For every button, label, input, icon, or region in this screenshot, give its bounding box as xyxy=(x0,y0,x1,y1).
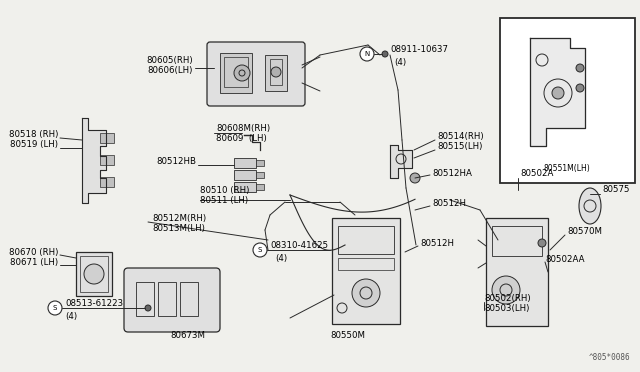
Circle shape xyxy=(544,79,572,107)
Bar xyxy=(332,218,400,324)
Text: 80518 (RH): 80518 (RH) xyxy=(8,131,58,140)
Text: 08310-41625: 08310-41625 xyxy=(270,241,328,250)
Bar xyxy=(158,282,176,316)
Text: 80512HA: 80512HA xyxy=(432,169,472,177)
Circle shape xyxy=(360,47,374,61)
FancyBboxPatch shape xyxy=(124,268,220,332)
Circle shape xyxy=(234,65,250,81)
Bar xyxy=(100,155,114,165)
Polygon shape xyxy=(332,218,400,324)
Circle shape xyxy=(410,173,420,183)
Bar xyxy=(234,182,256,192)
Bar xyxy=(338,258,394,270)
Bar xyxy=(76,252,112,296)
Text: 80519 (LH): 80519 (LH) xyxy=(10,141,58,150)
Circle shape xyxy=(538,239,546,247)
Bar xyxy=(220,53,252,93)
Bar xyxy=(256,184,264,190)
Text: 80550M: 80550M xyxy=(330,330,365,340)
Polygon shape xyxy=(486,218,548,326)
Text: 80606(LH): 80606(LH) xyxy=(148,65,193,74)
Bar xyxy=(338,226,394,254)
Text: ^805*0086: ^805*0086 xyxy=(588,353,630,362)
Text: 80512H: 80512H xyxy=(432,199,466,208)
Bar xyxy=(486,218,548,326)
Text: 08513-61223: 08513-61223 xyxy=(65,299,123,308)
Text: 80551M(LH): 80551M(LH) xyxy=(543,164,590,173)
Circle shape xyxy=(352,279,380,307)
Text: 80502AA: 80502AA xyxy=(545,256,584,264)
Text: 80670 (RH): 80670 (RH) xyxy=(8,247,58,257)
Text: 80503(LH): 80503(LH) xyxy=(484,304,529,312)
FancyBboxPatch shape xyxy=(207,42,305,106)
Text: 80515(LH): 80515(LH) xyxy=(437,141,483,151)
Circle shape xyxy=(492,276,520,304)
Text: 08911-10637: 08911-10637 xyxy=(390,45,448,55)
Text: 80510 (RH): 80510 (RH) xyxy=(200,186,250,195)
Bar xyxy=(234,170,256,180)
Text: 80512HB: 80512HB xyxy=(156,157,196,167)
Circle shape xyxy=(382,51,388,57)
Bar xyxy=(180,282,198,316)
Bar xyxy=(136,282,154,316)
Text: 80502(RH): 80502(RH) xyxy=(484,294,531,302)
Text: (4): (4) xyxy=(275,253,287,263)
Bar xyxy=(234,158,256,168)
Ellipse shape xyxy=(579,188,601,224)
Text: S: S xyxy=(53,305,57,311)
Circle shape xyxy=(552,87,564,99)
Text: (4): (4) xyxy=(65,311,77,321)
Text: 80514(RH): 80514(RH) xyxy=(437,131,484,141)
Circle shape xyxy=(576,64,584,72)
Text: 80513M(LH): 80513M(LH) xyxy=(152,224,205,232)
Bar xyxy=(265,55,287,91)
Text: 80570M: 80570M xyxy=(567,228,602,237)
Text: 80608M(RH): 80608M(RH) xyxy=(216,124,270,132)
Text: 80673M: 80673M xyxy=(170,331,205,340)
Text: N: N xyxy=(364,51,370,57)
Polygon shape xyxy=(530,38,585,146)
Text: S: S xyxy=(258,247,262,253)
Bar xyxy=(492,226,542,256)
Text: 80671 (LH): 80671 (LH) xyxy=(10,257,58,266)
Circle shape xyxy=(84,264,104,284)
Circle shape xyxy=(145,305,151,311)
Text: (4): (4) xyxy=(394,58,406,67)
Bar xyxy=(270,59,282,85)
Text: 80512H: 80512H xyxy=(420,238,454,247)
Text: 80511 (LH): 80511 (LH) xyxy=(200,196,248,205)
Circle shape xyxy=(271,67,281,77)
Bar xyxy=(256,160,264,166)
Text: 80575: 80575 xyxy=(602,186,630,195)
Bar xyxy=(224,57,248,87)
Text: 80502A: 80502A xyxy=(520,169,554,177)
Polygon shape xyxy=(82,118,106,203)
Text: 80605(RH): 80605(RH) xyxy=(147,55,193,64)
Circle shape xyxy=(48,301,62,315)
Circle shape xyxy=(253,243,267,257)
Polygon shape xyxy=(390,145,412,178)
Text: 80512M(RH): 80512M(RH) xyxy=(152,214,206,222)
Bar xyxy=(500,18,635,183)
Bar xyxy=(80,256,108,292)
Bar xyxy=(100,133,114,143)
Circle shape xyxy=(576,84,584,92)
Bar xyxy=(256,172,264,178)
Text: 80609  (LH): 80609 (LH) xyxy=(216,134,267,142)
Bar xyxy=(100,177,114,187)
